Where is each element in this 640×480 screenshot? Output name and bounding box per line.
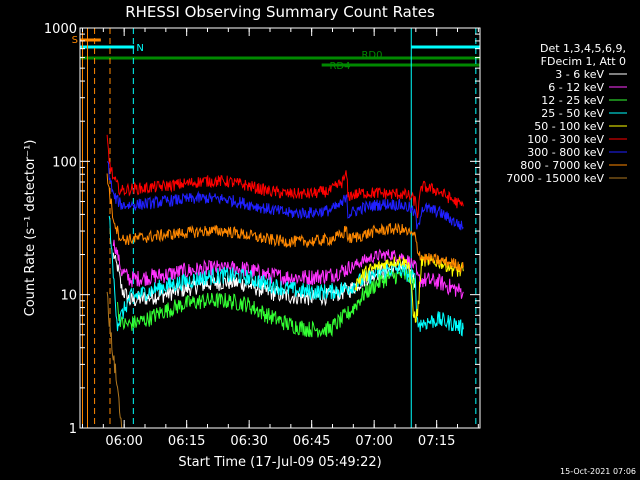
- flag-label-rd0: RD0: [361, 50, 382, 61]
- legend-label-50-100-kev: 50 - 100 keV: [534, 120, 604, 133]
- y-tick-label-1000: 1000: [44, 22, 77, 37]
- legend-label-100-300-kev: 100 - 300 keV: [527, 133, 604, 146]
- legend-header-line-1: Det 1,3,4,5,6,9,: [540, 42, 626, 55]
- flag-label-n: N: [136, 43, 143, 54]
- axis-ticks: 06:00 06:15 06:30 06:45 07:00 07:15 1 10 100 1000: [44, 22, 480, 449]
- series-line-50-100-kev: [354, 255, 464, 324]
- x-tick-label-06-15: 06:15: [168, 434, 205, 449]
- x-tick-label-07-15: 07:15: [418, 434, 455, 449]
- x-axis-label: Start Time (17-Jul-09 05:49:22): [178, 455, 381, 470]
- x-tick-label-06-45: 06:45: [293, 434, 330, 449]
- chart-title: RHESSI Observing Summary Count Rates: [125, 3, 435, 21]
- x-tick-label-06-30: 06:30: [230, 434, 267, 449]
- x-tick-label-06-00: 06:00: [105, 434, 142, 449]
- legend-label-6-12-kev: 6 - 12 keV: [548, 81, 604, 94]
- legend-label-800-7000-kev: 800 - 7000 keV: [520, 159, 604, 172]
- legend-label-12-25-kev: 12 - 25 keV: [541, 94, 604, 107]
- flag-label-s: S: [72, 35, 78, 46]
- series-line-300-800-kev: [106, 161, 464, 231]
- flag-label-rd4: RD4: [329, 61, 350, 72]
- plot-frame: [79, 27, 481, 429]
- series-line-100-300-kev: [106, 134, 464, 219]
- legend: Det 1,3,4,5,6,9, FDecim 1, Att 0 3 - 6 k…: [506, 42, 627, 185]
- series-line-7000-15000-kev: [106, 291, 123, 429]
- series-line-12-25-kev: [117, 268, 416, 338]
- footer-timestamp: 15-Oct-2021 07:06: [560, 467, 636, 476]
- y-axis-label: Count Rate (s⁻¹ detector⁻¹): [23, 140, 38, 317]
- series-line-800-7000-kev: [106, 173, 464, 274]
- y-tick-label-1: 1: [69, 422, 77, 437]
- series-line-25-50-kev: [108, 215, 464, 337]
- legend-header-line-2: FDecim 1, Att 0: [541, 55, 626, 68]
- observing-flags: S N RD0 RD4: [72, 35, 480, 72]
- y-tick-label-100: 100: [52, 155, 77, 170]
- y-tick-label-10: 10: [60, 289, 77, 304]
- x-tick-label-07-00: 07:00: [355, 434, 392, 449]
- legend-label-300-800-kev: 300 - 800 keV: [527, 146, 604, 159]
- legend-label-7000-15000-kev: 7000 - 15000 keV: [506, 172, 604, 185]
- legend-label-25-50-kev: 25 - 50 keV: [541, 107, 604, 120]
- legend-label-3-6-kev: 3 - 6 keV: [555, 68, 604, 81]
- series-lines: [106, 134, 464, 429]
